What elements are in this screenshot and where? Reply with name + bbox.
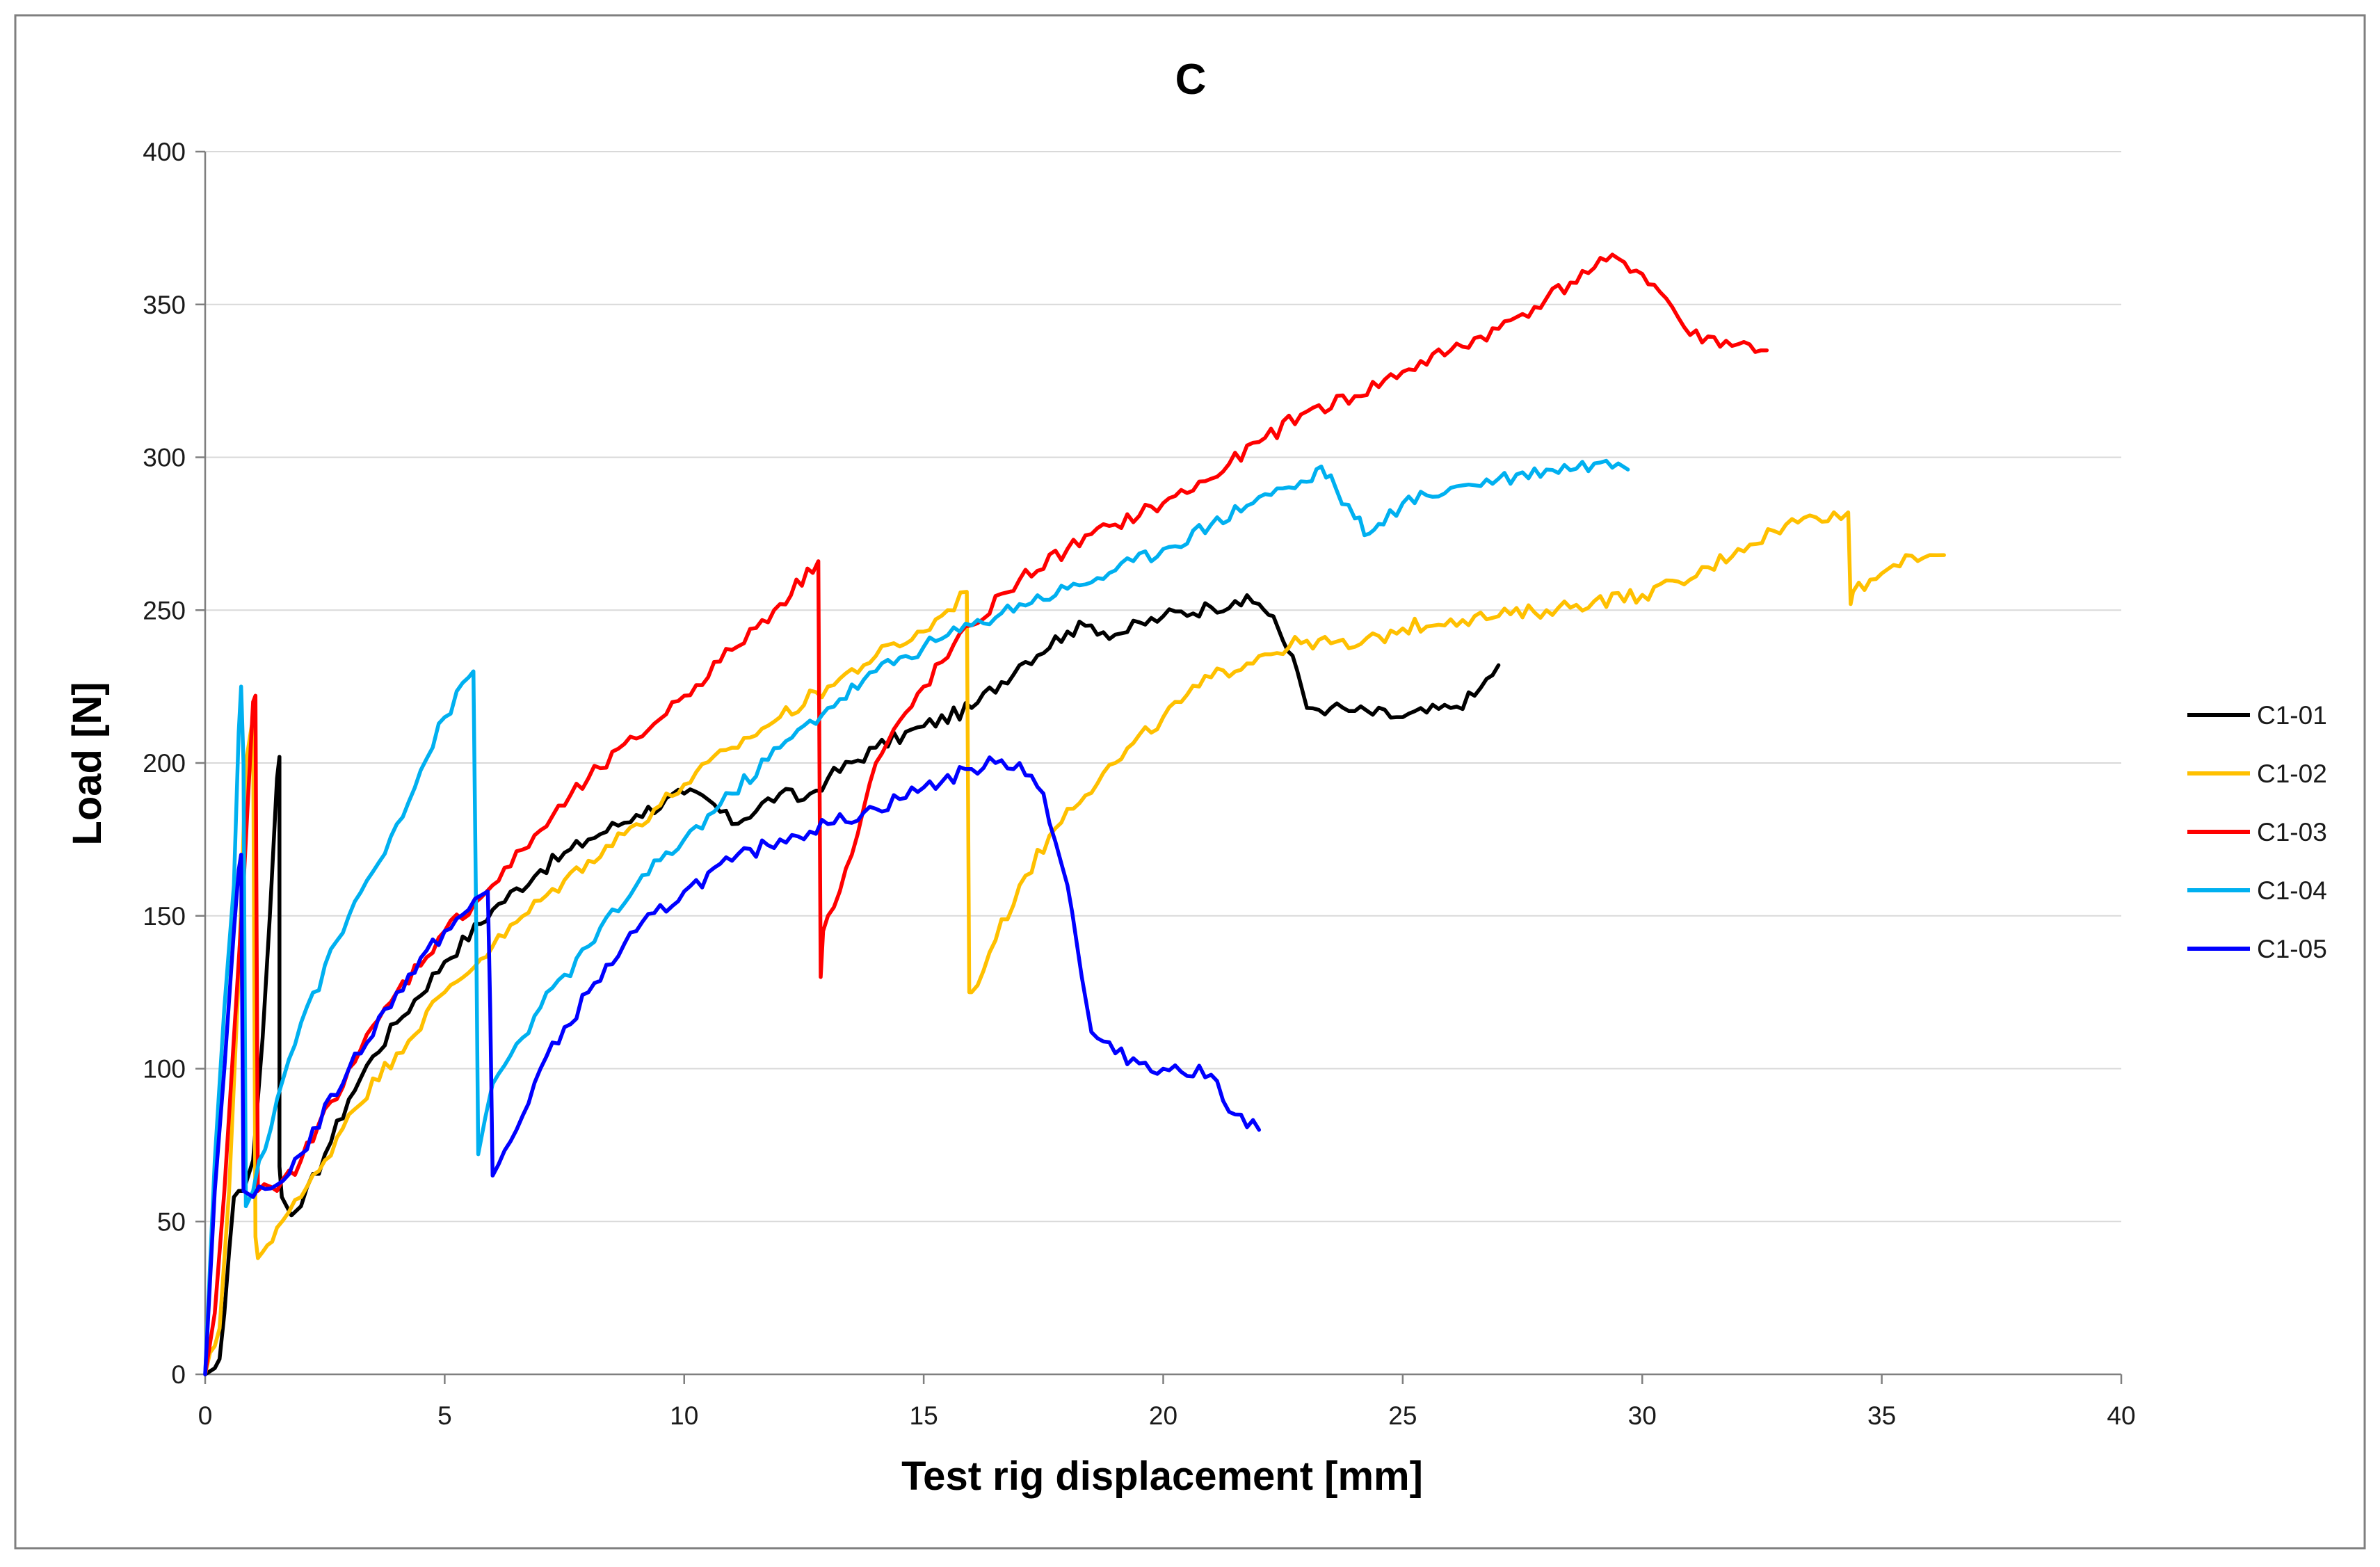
x-tick-label: 35 [1867,1401,1896,1430]
y-tick-label: 250 [143,596,186,625]
legend-label: C1-05 [2257,935,2327,963]
series-line-c1-04 [203,458,1630,1376]
x-tick-label: 20 [1149,1401,1177,1430]
y-tick-label: 0 [171,1360,186,1389]
x-tick-label: 25 [1388,1401,1417,1430]
y-tick-label: 150 [143,902,186,931]
legend: C1-01 C1-02 C1-03 C1-04 C1-05 [2187,701,2327,963]
series-lines [203,252,1946,1376]
y-tick-label: 200 [143,749,186,778]
series-line-c1-01 [203,593,1501,1376]
x-axis-title: Test rig displacement [mm] [901,1454,1423,1499]
y-axis-title: Load [N] [65,682,110,845]
y-tick-label: 350 [143,291,186,319]
y-tick-labels: 0 50 100 150 200 250 300 350 400 [143,138,186,1389]
y-tick-label: 100 [143,1055,186,1084]
x-tick-label: 10 [670,1401,698,1430]
legend-label: C1-01 [2257,701,2327,730]
chart-title: C [1175,56,1207,104]
x-tick-label: 15 [910,1401,938,1430]
x-tick-labels: 0 5 10 15 20 25 30 35 40 [198,1401,2136,1430]
y-tick-label: 300 [143,444,186,472]
x-tick-label: 0 [198,1401,213,1430]
legend-label: C1-02 [2257,760,2327,788]
legend-label: C1-03 [2257,818,2327,846]
axes [195,150,2123,1384]
x-tick-label: 40 [2107,1401,2135,1430]
y-tick-label: 50 [157,1207,186,1236]
outer-border [14,14,2366,1550]
series-line-c1-05 [203,755,1262,1376]
x-tick-label: 30 [1628,1401,1657,1430]
series-line-c1-02 [203,510,1946,1376]
legend-label: C1-04 [2257,876,2327,905]
y-tick-label: 400 [143,138,186,166]
x-tick-label: 5 [437,1401,452,1430]
